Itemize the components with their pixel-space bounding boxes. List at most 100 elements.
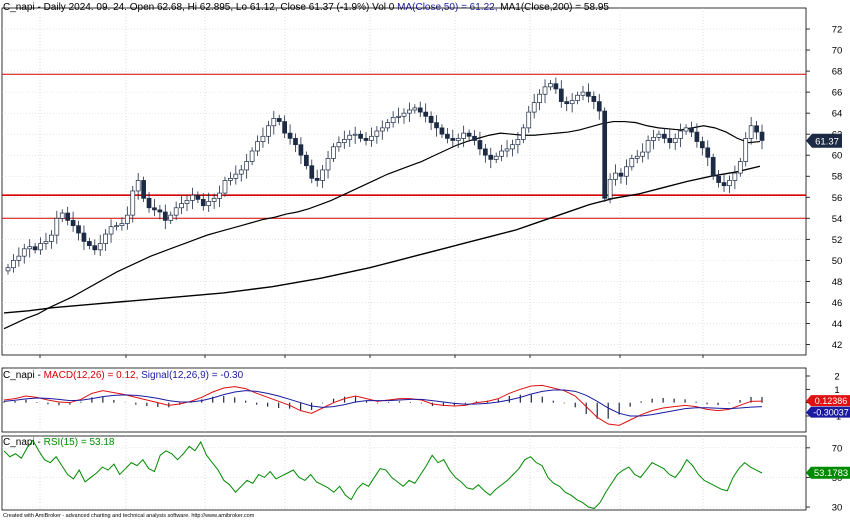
candle-body [282, 121, 287, 134]
candle-body [553, 83, 559, 90]
candle-body [423, 111, 429, 117]
candle-body [287, 132, 293, 139]
candle-body [379, 127, 385, 132]
y-tick-label: 52 [832, 235, 843, 246]
candle-body [374, 130, 380, 137]
y-tick-label: 42 [832, 340, 843, 351]
candle-body [705, 147, 711, 158]
x-tick-label: Jun [456, 357, 471, 358]
candle-body [70, 220, 76, 227]
ma50-header: MA(Close,50) = 61.22, [397, 2, 498, 13]
candle-body [5, 267, 11, 272]
candle-body [694, 131, 700, 142]
rsi-header-value: RSI(15) = 53.18 [43, 437, 115, 448]
candle-body [81, 232, 87, 242]
price-chart[interactable]: 2024 Feb Mar Apr May Jun Jul Aug Sep 42 44 46 48 50 52… [0, 0, 850, 358]
candle-body [602, 110, 608, 199]
rsi-line [3, 439, 763, 510]
candle-body [412, 107, 418, 111]
candle-body [130, 190, 136, 216]
candle-body [531, 102, 537, 113]
candle-body [759, 131, 765, 141]
x-tick-label: Feb [127, 357, 143, 358]
last-price-tag [806, 133, 842, 148]
candle-body [396, 115, 401, 118]
candle-body [569, 100, 575, 105]
candle-body [260, 135, 266, 142]
candle-body [564, 101, 570, 105]
y-tick-label: 66 [832, 88, 843, 99]
candle-body [331, 146, 336, 159]
x-tick-label: Sep [704, 357, 721, 358]
candle-body [16, 255, 22, 261]
candle-body [298, 144, 304, 156]
y-tick-label: 48 [832, 277, 843, 288]
candle-body [732, 172, 738, 181]
candle-body [667, 138, 673, 143]
candle-body [21, 248, 27, 257]
rsi-chart[interactable]: 70503053.1783 [0, 434, 850, 512]
candle-body [575, 94, 580, 101]
candle-body [613, 172, 618, 180]
candle-body [206, 201, 212, 207]
candle-body [157, 209, 163, 213]
y-tick-label: 44 [832, 319, 843, 330]
macd-value-tag [806, 395, 850, 407]
candle-body [341, 139, 347, 143]
candle-body [504, 148, 510, 152]
candle-body [54, 217, 60, 236]
candle-body [596, 101, 602, 112]
candle-body [114, 225, 119, 228]
macd-header-prefix: C_napi - [3, 370, 41, 381]
ma200-header: MA1(Close,200) = 58.95 [500, 2, 609, 13]
candle-body [320, 169, 325, 181]
last-price-label: 61.37 [815, 136, 839, 147]
signal-value-label: -0.30037 [813, 408, 849, 418]
candle-body [434, 122, 439, 129]
candle-body [499, 150, 504, 157]
candle-body [634, 155, 640, 159]
candle-body [417, 107, 423, 113]
candle-body [27, 246, 33, 250]
candle-body [244, 161, 250, 171]
x-tick-label: Aug [621, 357, 638, 358]
macd-header-value: MACD(12,26) = 0.12, [43, 370, 139, 381]
candle-body [477, 140, 483, 150]
candle-body [445, 133, 450, 139]
y-tick-label: 68 [832, 67, 843, 78]
candle-body [276, 118, 282, 122]
candle-body [152, 207, 157, 211]
candle-body [336, 142, 342, 148]
candle-body [65, 212, 71, 221]
candle-body [748, 125, 754, 139]
candle-body [352, 133, 358, 136]
y-tick-label: 46 [832, 298, 843, 309]
candle-body [618, 172, 624, 177]
candle-body [737, 161, 743, 174]
x-tick-label: 2024 [41, 357, 63, 358]
candle-body [49, 234, 54, 242]
candle-body [146, 197, 152, 209]
x-tick-label: Jul [531, 357, 543, 358]
macd-chart[interactable]: 210-10.12386-0.30037 [0, 366, 850, 434]
candle-body [699, 141, 705, 149]
candle-body [200, 199, 206, 207]
candle-body [607, 179, 613, 199]
candle-body [439, 127, 445, 135]
candle-body [184, 200, 190, 204]
ma200-line [3, 165, 761, 314]
candle-body [222, 180, 228, 194]
candle-body [32, 246, 38, 251]
candle-body [493, 155, 499, 160]
candle-body [293, 138, 298, 146]
rsi-y-tick-label: 30 [832, 503, 843, 512]
candle-body [754, 125, 759, 133]
candle-body [542, 86, 548, 95]
rsi-header-prefix: C_napi - [3, 437, 41, 448]
candle-body [672, 138, 678, 143]
candle-body [173, 207, 179, 216]
candle-body [211, 197, 217, 202]
candle-body [624, 166, 629, 177]
candle-body [640, 151, 646, 157]
candle-body [363, 138, 369, 141]
